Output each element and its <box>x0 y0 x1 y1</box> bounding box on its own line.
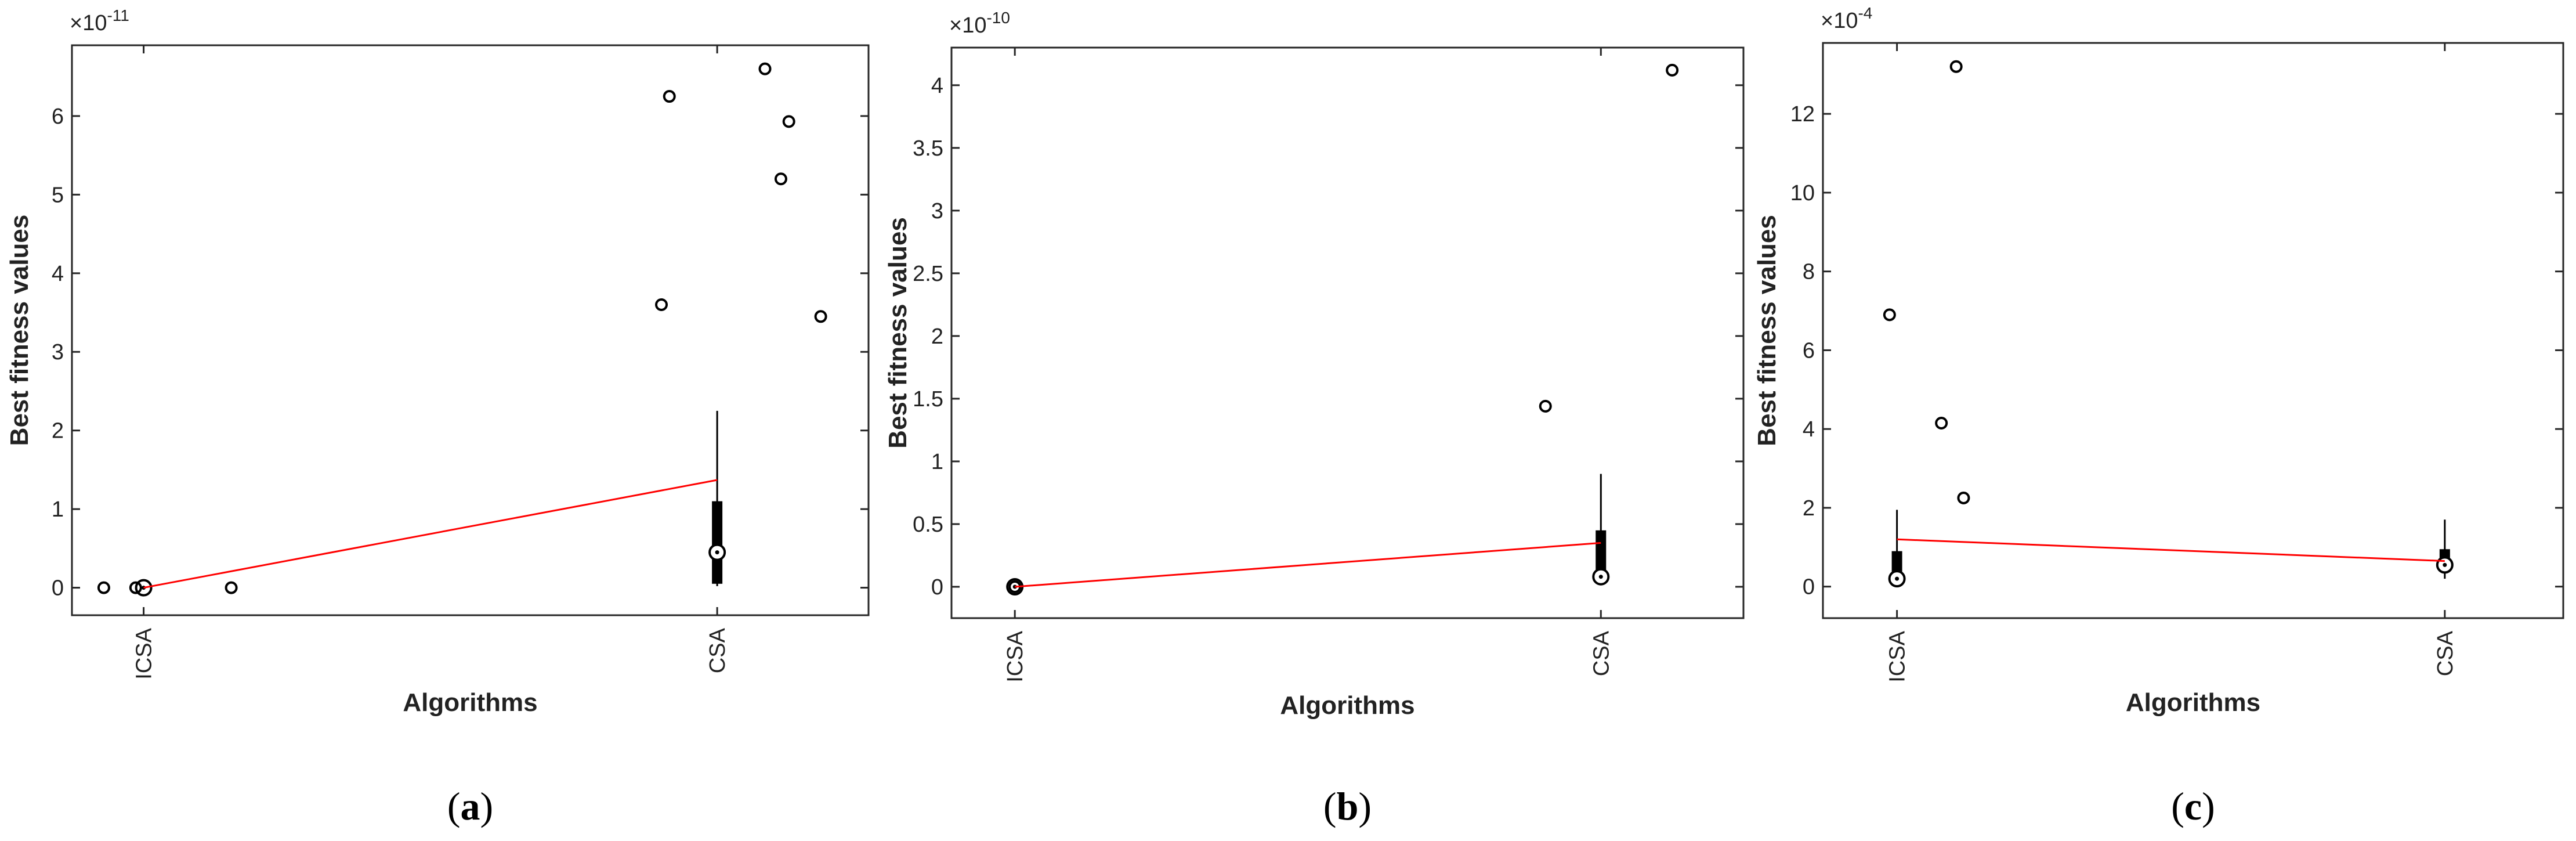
mean-line <box>1015 542 1601 588</box>
outlier-point <box>758 62 772 75</box>
y-exponent-label: ×10-11 <box>70 6 129 35</box>
y-tick-label: 1 <box>52 497 64 522</box>
y-tick-label: 0 <box>931 575 943 600</box>
chart-panel-c: 0 2 4 6 8 10 12 ×10-4 ICSA CSA Algorithms Best fitn… <box>1753 4 2564 828</box>
plot-area <box>1822 42 2564 619</box>
y-axis-title: Best fitness values <box>5 215 34 446</box>
box-icsa <box>1883 60 1970 588</box>
median-dot <box>715 550 719 555</box>
median-dot <box>1598 575 1603 579</box>
box-csa <box>655 62 827 586</box>
y-tick-label: 2 <box>931 324 943 349</box>
panel-letter: a <box>461 784 480 828</box>
box-csa <box>1539 63 1679 586</box>
outlier-point <box>814 310 827 323</box>
y-exponent-value: -11 <box>107 6 129 24</box>
y-tick-label: 3.5 <box>913 136 943 161</box>
median-dot <box>2443 562 2447 567</box>
y-tick-label: 0 <box>1803 575 1815 600</box>
chart-panel-b: 0 0.5 1 1.5 2 2.5 3 3.5 4 ×10-10 ICSA CSA Algorithms… <box>884 9 1745 828</box>
outlier-point <box>1935 417 1948 430</box>
outlier-point <box>1883 308 1896 322</box>
plot-area <box>950 46 1745 619</box>
mean-line <box>1897 538 2445 562</box>
x-axis-title: Algorithms <box>2126 688 2260 717</box>
y-tick-label: 0.5 <box>913 512 943 537</box>
y-exponent-label: ×10-10 <box>949 9 1010 38</box>
y-tick-label: 1.5 <box>913 387 943 412</box>
x-tick-label-icsa: ICSA <box>132 627 157 679</box>
outlier-point <box>129 581 142 594</box>
y-tick-label: 6 <box>52 104 64 129</box>
panel-label: (b) <box>1323 784 1372 828</box>
y-tick-label: 8 <box>1803 260 1815 284</box>
chart-panel-a: 0 1 2 3 4 5 6 ×10-11 ICSA CSA Algorithms Best fitne… <box>5 6 870 828</box>
y-tick-label: 10 <box>1790 181 1815 205</box>
y-tick-label: 0 <box>52 576 64 601</box>
panel-letter: b <box>1337 784 1359 828</box>
outlier-point <box>225 581 238 594</box>
outlier-point <box>774 172 787 186</box>
x-tick-label-csa: CSA <box>1589 630 1613 676</box>
mean-line <box>143 479 718 589</box>
outlier-point <box>1949 60 1963 73</box>
plot-area <box>71 44 870 616</box>
y-tick-label: 6 <box>1803 338 1815 363</box>
y-tick-label: 3 <box>931 199 943 223</box>
median-dot <box>1895 576 1900 581</box>
y-exponent-value: -10 <box>986 9 1010 27</box>
panel-label: (c) <box>2171 784 2215 828</box>
y-tick-label: 2.5 <box>913 262 943 286</box>
y-exponent-value: -4 <box>1858 4 1872 22</box>
outlier-point <box>97 581 110 594</box>
y-tick-label: 12 <box>1790 102 1815 127</box>
x-tick-label-icsa: ICSA <box>1003 630 1027 682</box>
panel-letter: c <box>2184 784 2202 828</box>
outlier-point <box>1666 63 1679 77</box>
outlier-point <box>782 115 795 128</box>
y-tick-label: 4 <box>931 74 943 98</box>
box-iqr <box>712 501 723 584</box>
x-axis-title: Algorithms <box>1280 691 1414 720</box>
y-tick-label: 2 <box>1803 496 1815 521</box>
x-tick-label-icsa: ICSA <box>1886 630 1910 682</box>
x-tick-label-csa: CSA <box>2433 630 2458 676</box>
y-axis-title: Best fitness values <box>884 217 912 449</box>
outlier-point <box>1957 491 1970 504</box>
y-tick-label: 5 <box>52 183 64 207</box>
y-tick-label: 4 <box>1803 417 1815 442</box>
outlier-point <box>1539 399 1552 413</box>
x-tick-label-csa: CSA <box>705 627 730 673</box>
y-tick-label: 3 <box>52 340 64 364</box>
y-tick-label: 4 <box>52 262 64 286</box>
box-csa <box>2436 519 2454 579</box>
panel-label: (a) <box>447 784 493 828</box>
outlier-point <box>663 90 676 103</box>
x-axis-title: Algorithms <box>403 688 537 717</box>
outlier-point <box>655 298 668 311</box>
y-tick-label: 2 <box>52 419 64 443</box>
y-exponent-label: ×10-4 <box>1821 4 1872 33</box>
y-tick-label: 1 <box>931 450 943 474</box>
y-axis-title: Best fitness values <box>1753 215 1781 446</box>
